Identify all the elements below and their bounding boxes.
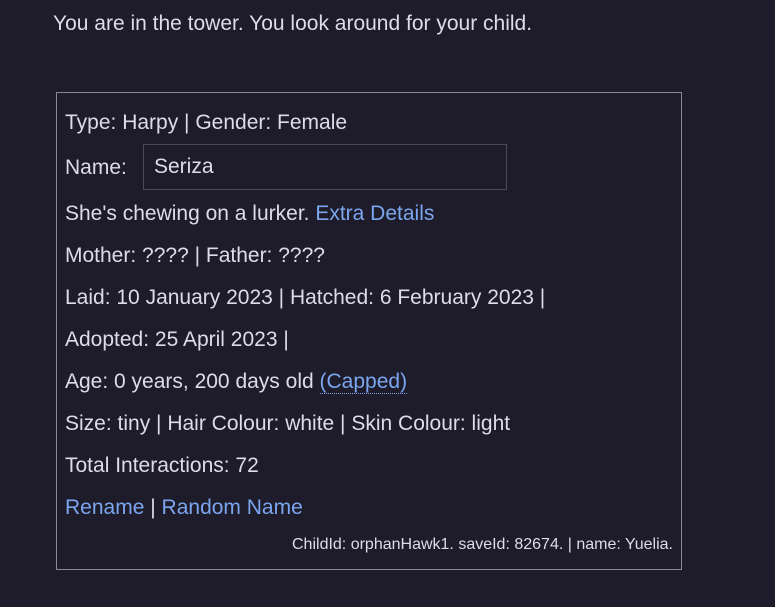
age-text: Age: 0 years, 200 days old xyxy=(65,370,314,393)
activity-line: She's chewing on a lurker. Extra Details xyxy=(65,202,434,226)
child-id-footer: ChildId: orphanHawk1. saveId: 82674. | n… xyxy=(292,536,673,553)
name-input[interactable] xyxy=(143,144,507,190)
adopted: Adopted: 25 April 2023 | xyxy=(65,328,289,351)
type-gender: Type: Harpy | Gender: Female xyxy=(65,111,348,134)
rename-link[interactable]: Rename xyxy=(65,496,145,519)
name-label: Name: xyxy=(65,156,127,179)
appearance: Size: tiny | Hair Colour: white | Skin C… xyxy=(65,412,511,435)
laid-hatched: Laid: 10 January 2023 | Hatched: 6 Febru… xyxy=(65,286,546,309)
child-info-panel: Type: Harpy | Gender: Female Name: She's… xyxy=(56,92,682,570)
interactions: Total Interactions: 72 xyxy=(65,454,259,477)
name-actions: Rename | Random Name xyxy=(65,496,303,520)
activity-text: She's chewing on a lurker. xyxy=(65,202,310,225)
age-line: Age: 0 years, 200 days old (Capped) xyxy=(65,370,408,394)
random-name-link[interactable]: Random Name xyxy=(161,496,303,519)
separator: | xyxy=(150,496,156,519)
extra-details-link[interactable]: Extra Details xyxy=(315,202,435,225)
capped-tooltip[interactable]: (Capped) xyxy=(319,370,408,394)
parents: Mother: ???? | Father: ???? xyxy=(65,244,325,267)
intro-text: You are in the tower. You look around fo… xyxy=(53,12,533,35)
